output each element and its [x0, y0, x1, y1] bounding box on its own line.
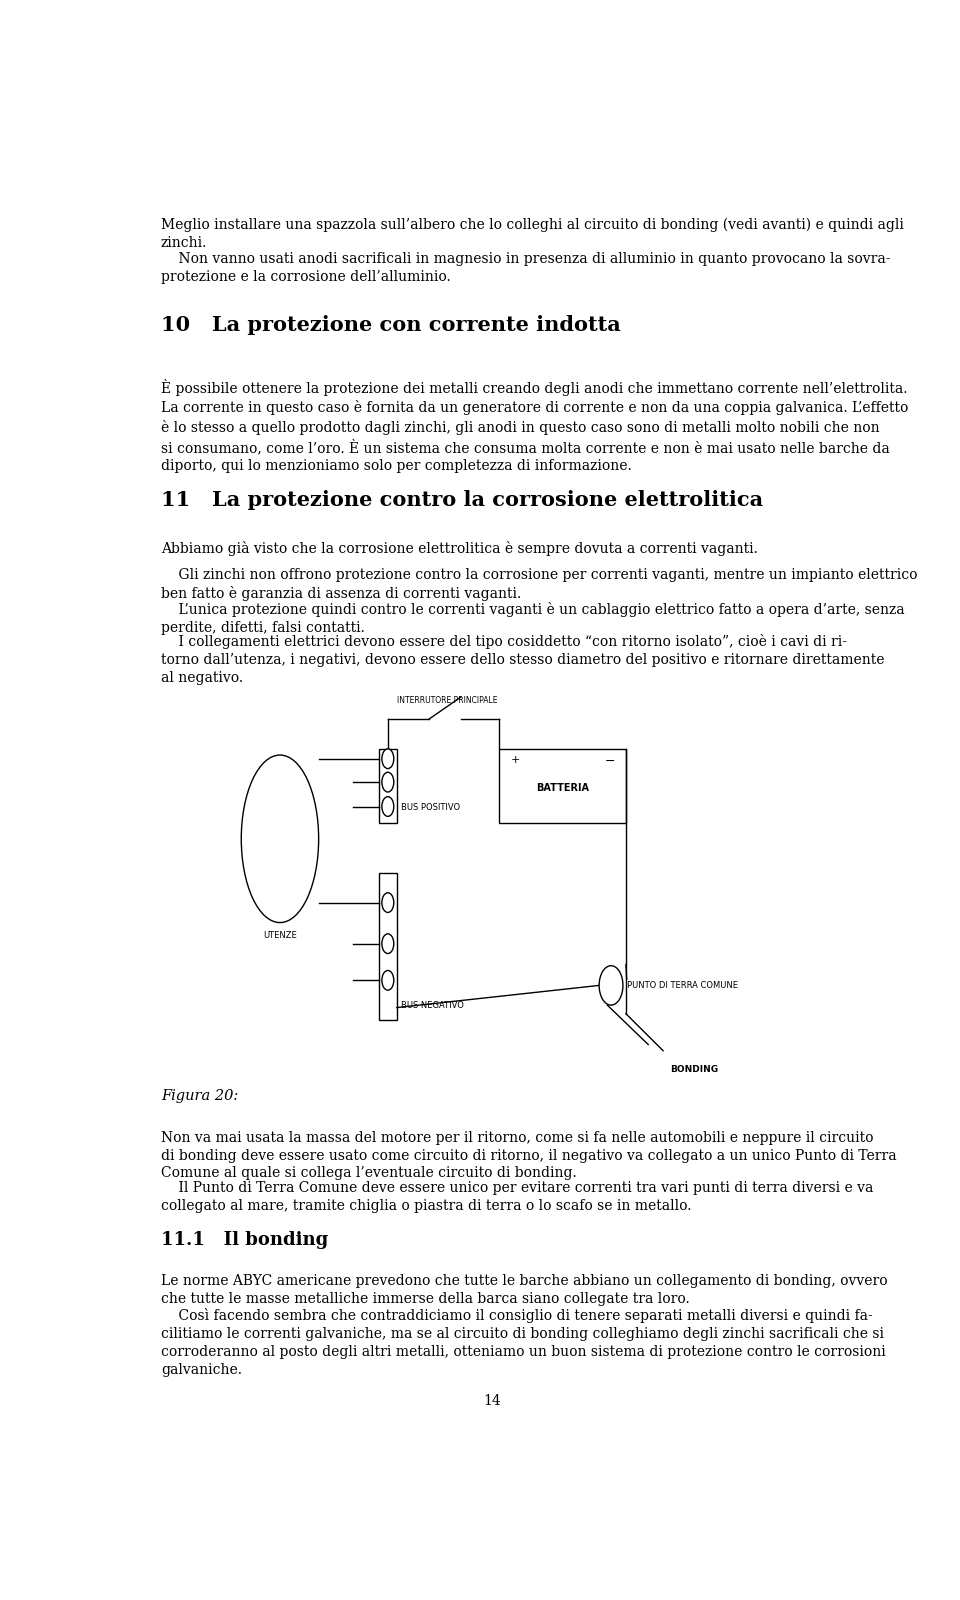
Circle shape	[382, 934, 394, 954]
Bar	[379, 874, 396, 1019]
Text: 11.1   Il bonding: 11.1 Il bonding	[161, 1230, 328, 1248]
Text: Abbiamo già visto che la corrosione elettrolitica è sempre dovuta a correnti vag: Abbiamo già visto che la corrosione elet…	[161, 541, 757, 555]
Text: UTENZE: UTENZE	[263, 931, 297, 941]
Bar	[379, 749, 396, 822]
Circle shape	[382, 749, 394, 768]
Text: Non vanno usati anodi sacrificali in magnesio in presenza di alluminio in quanto: Non vanno usati anodi sacrificali in mag…	[161, 253, 891, 285]
Text: 11   La protezione contro la corrosione elettrolitica: 11 La protezione contro la corrosione el…	[161, 490, 763, 510]
Text: Le norme ABYC americane prevedono che tutte le barche abbiano un collegamento di: Le norme ABYC americane prevedono che tu…	[161, 1274, 888, 1306]
Text: PUNTO DI TERRA COMUNE: PUNTO DI TERRA COMUNE	[628, 981, 738, 990]
Text: BONDING: BONDING	[670, 1064, 719, 1074]
Bar	[499, 749, 626, 822]
Text: Così facendo sembra che contraddiciamo il consiglio di tenere separati metalli d: Così facendo sembra che contraddiciamo i…	[161, 1309, 886, 1376]
Text: Gli zinchi non offrono protezione contro la corrosione per correnti vaganti, men: Gli zinchi non offrono protezione contro…	[161, 568, 918, 602]
Text: −: −	[604, 755, 614, 768]
Text: Figura 20:: Figura 20:	[161, 1090, 238, 1102]
Circle shape	[599, 966, 623, 1005]
Text: Meglio installare una spazzola sull’albero che lo colleghi al circuito di bondin: Meglio installare una spazzola sull’albe…	[161, 218, 903, 250]
Circle shape	[382, 971, 394, 990]
Circle shape	[382, 797, 394, 816]
Text: 10   La protezione con corrente indotta: 10 La protezione con corrente indotta	[161, 315, 621, 336]
Text: 14: 14	[483, 1394, 501, 1408]
Text: BATTERIA: BATTERIA	[537, 784, 589, 794]
Text: +: +	[511, 755, 520, 765]
Text: Non va mai usata la massa del motore per il ritorno, come si fa nelle automobili: Non va mai usata la massa del motore per…	[161, 1131, 897, 1181]
Text: BUS POSITIVO: BUS POSITIVO	[401, 803, 461, 813]
Text: INTERRUTORE PRINCIPALE: INTERRUTORE PRINCIPALE	[397, 696, 497, 704]
Text: BUS NEGATIVO: BUS NEGATIVO	[401, 1000, 464, 1010]
Text: L’unica protezione quindi contro le correnti vaganti è un cablaggio elettrico fa: L’unica protezione quindi contro le corr…	[161, 602, 904, 635]
Circle shape	[382, 893, 394, 912]
Text: Il Punto di Terra Comune deve essere unico per evitare correnti tra vari punti d: Il Punto di Terra Comune deve essere uni…	[161, 1181, 874, 1213]
Text: I collegamenti elettrici devono essere del tipo cosiddetto “con ritorno isolato”: I collegamenti elettrici devono essere d…	[161, 634, 884, 685]
Circle shape	[382, 773, 394, 792]
Text: È possibile ottenere la protezione dei metalli creando degli anodi che immettano: È possibile ottenere la protezione dei m…	[161, 379, 908, 472]
